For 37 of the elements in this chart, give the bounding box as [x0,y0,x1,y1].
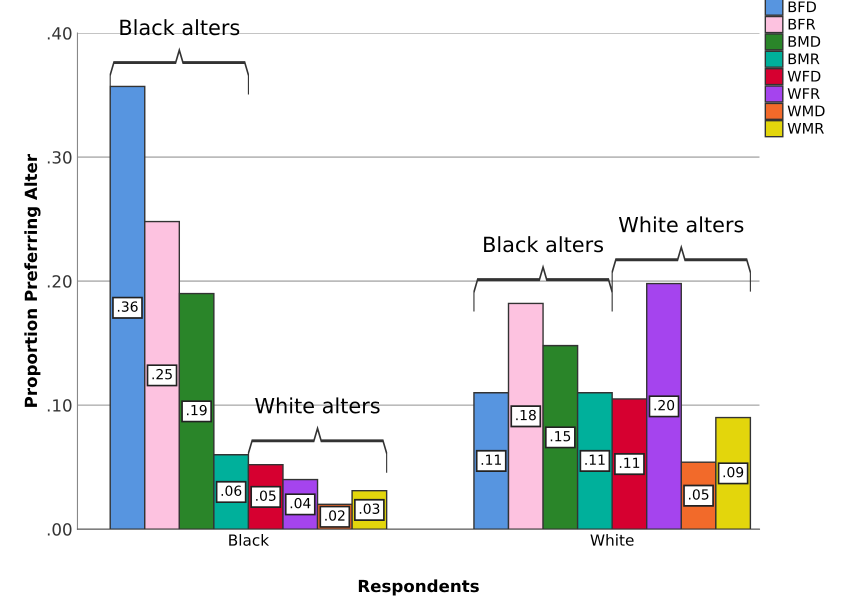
data-label: .36 [118,301,138,312]
data-label: .18 [516,410,536,420]
legend-label: WFR [788,88,820,99]
data-label: .11 [620,458,640,468]
x-tick-label: White [590,534,634,546]
annotation: White alters [618,216,744,232]
legend-label: BFD [788,1,816,12]
data-label: .02 [325,510,344,521]
annotation: Black alters [120,19,240,36]
data-label: .11 [482,454,501,465]
data-label: .04 [290,498,311,508]
y-axis-title: Proportion Preferring Alter [24,154,41,407]
data-label: .19 [187,404,207,416]
data-label: .05 [688,489,708,500]
legend-label: BMR [788,54,820,64]
legend-label: WMR [788,122,824,134]
data-label: .15 [550,431,570,442]
y-tick-label: .40 [48,27,72,40]
legend-label: WMD [788,106,825,116]
y-tick-label: .30 [48,151,72,164]
data-label: .25 [152,368,172,380]
annotation: Black alters [484,236,604,252]
data-label: .20 [654,400,674,410]
y-tick-label: .10 [48,399,72,412]
legend-label: BFR [788,18,816,30]
y-tick-label: .20 [48,275,72,288]
y-tick-label: .00 [48,523,72,536]
data-label: .03 [360,503,380,514]
data-label: .09 [724,466,744,478]
annotation: White alters [255,397,380,414]
data-label: .05 [256,490,276,501]
legend-label: BMD [788,36,820,47]
data-label: .06 [222,485,242,496]
x-tick-label: Black [229,534,270,546]
legend-label: WFD [788,70,820,82]
x-axis-title: Respondents [358,579,479,596]
data-label: .11 [585,454,605,465]
